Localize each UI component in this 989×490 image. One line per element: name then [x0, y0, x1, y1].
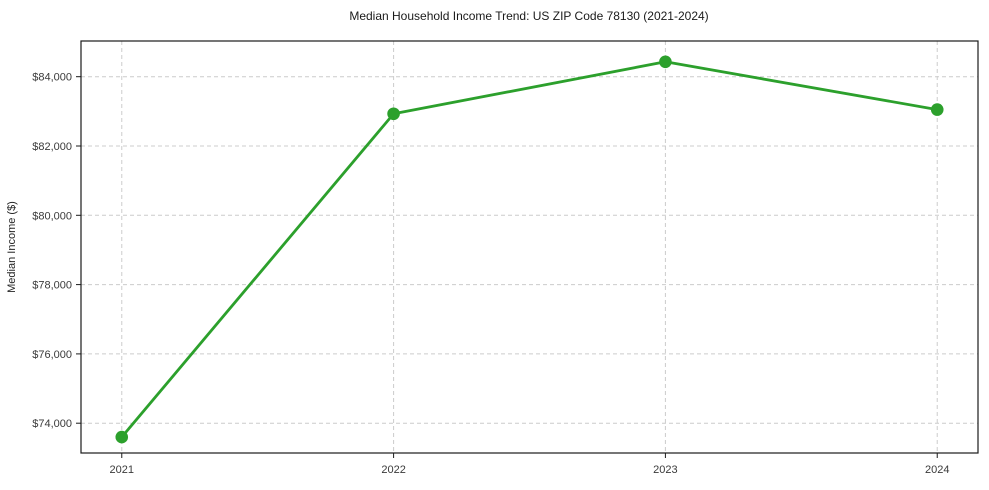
data-point-marker	[659, 55, 672, 69]
data-series	[115, 55, 944, 444]
data-point-marker	[115, 430, 129, 444]
data-point-marker	[930, 103, 944, 116]
y-tick-label: $84,000	[32, 72, 72, 84]
y-tick-label: $74,000	[32, 418, 72, 430]
x-tick-label: 2022	[381, 464, 405, 476]
tick-labels: $74,000 $76,000 $78,000 $80,000 $82,000 $84,0…	[32, 72, 949, 476]
tick-marks	[76, 76, 938, 458]
plot-border	[80, 40, 979, 454]
x-tick-label: 2024	[925, 464, 949, 476]
y-tick-label: $78,000	[32, 280, 72, 292]
x-tick-label: 2023	[653, 464, 677, 476]
y-axis-label: Median Income ($)	[6, 201, 18, 293]
y-tick-label: $76,000	[32, 349, 72, 361]
income-trend-line	[120, 60, 939, 439]
x-tick-label: 2021	[110, 464, 134, 476]
y-tick-label: $82,000	[32, 141, 72, 153]
y-tick-label: $80,000	[32, 210, 72, 222]
data-point-marker	[387, 107, 400, 121]
gridlines	[81, 41, 978, 453]
chart-title: Median Household Income Trend: US ZIP Co…	[349, 9, 708, 23]
